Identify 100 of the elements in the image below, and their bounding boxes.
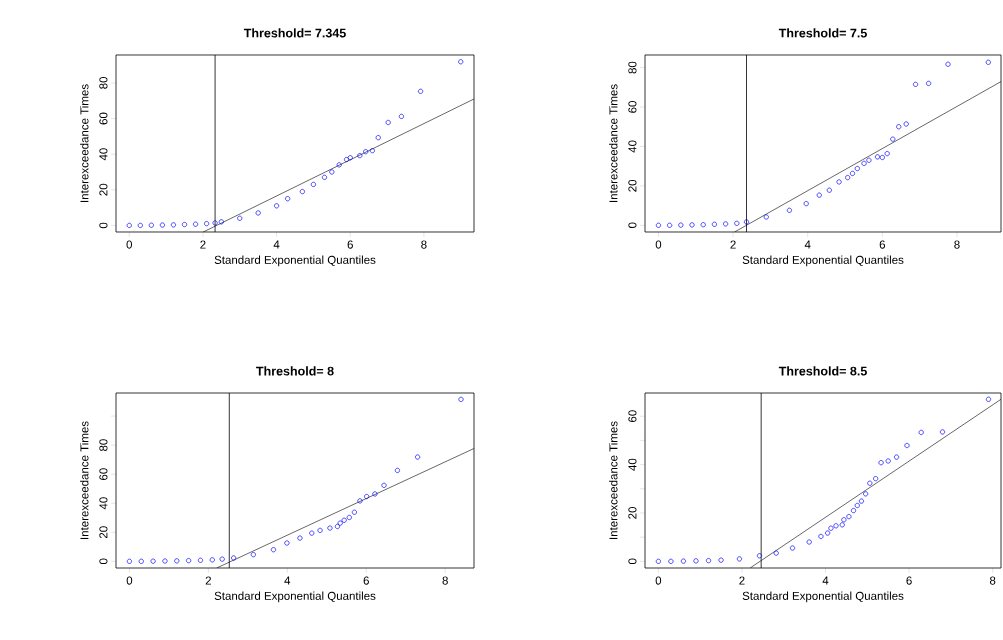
point: [237, 215, 243, 221]
point: [705, 558, 712, 564]
point: [159, 222, 165, 228]
point: [297, 535, 303, 541]
y-tick-label: 80: [99, 439, 108, 452]
y-tick-label: 40: [99, 148, 108, 161]
x-axis-title: Standard Exponential Quantiles: [742, 255, 904, 267]
x-tick-label: 4: [804, 240, 811, 249]
x-tick-label: 4: [822, 576, 829, 585]
point: [317, 527, 323, 533]
point: [828, 525, 834, 531]
point: [458, 396, 464, 402]
point: [231, 555, 237, 561]
x-tick-label: 8: [442, 576, 448, 585]
point: [193, 221, 199, 227]
point: [854, 502, 860, 509]
point: [884, 150, 890, 157]
x-tick-label: 0: [655, 240, 662, 249]
point: [341, 517, 347, 523]
point: [756, 553, 763, 559]
point: [846, 514, 852, 520]
point: [890, 136, 896, 142]
point: [849, 170, 856, 176]
point: [850, 508, 857, 514]
point: [874, 154, 881, 160]
x-axis-title: Standard Exponential Quantiles: [214, 255, 376, 267]
point: [336, 162, 342, 168]
point: [803, 201, 809, 207]
point: [918, 429, 924, 435]
point: [723, 221, 729, 227]
point: [655, 558, 661, 564]
point: [309, 530, 315, 536]
y-tick-label: 60: [99, 112, 108, 125]
point: [250, 552, 256, 558]
point: [126, 558, 132, 564]
point: [162, 558, 168, 564]
point: [285, 196, 291, 202]
point: [209, 557, 215, 563]
point: [693, 558, 699, 564]
point: [310, 181, 316, 187]
point: [858, 498, 864, 504]
point: [321, 174, 328, 180]
point: [668, 558, 674, 564]
y-tick-label: 60: [99, 468, 108, 480]
point: [369, 148, 375, 154]
point: [985, 396, 992, 402]
chart-title: Threshold= 8: [256, 366, 334, 376]
point: [939, 429, 946, 435]
point: [344, 156, 350, 163]
point: [863, 491, 869, 497]
point: [170, 222, 177, 228]
point: [363, 149, 369, 155]
point: [255, 210, 261, 216]
x-tick-label: 2: [739, 576, 745, 585]
point: [825, 530, 831, 536]
y-tick-label: 0: [628, 222, 637, 229]
point: [394, 467, 400, 473]
point: [219, 556, 225, 562]
y-tick-label: 60: [628, 101, 637, 113]
y-tick-label: 20: [99, 526, 108, 539]
point: [879, 154, 885, 161]
point: [655, 222, 661, 228]
point: [274, 203, 280, 209]
point: [833, 523, 839, 529]
point: [904, 442, 910, 449]
point: [689, 222, 695, 228]
point: [381, 482, 387, 488]
point: [718, 557, 724, 563]
point: [845, 175, 851, 181]
point: [148, 222, 154, 228]
point: [711, 221, 717, 227]
chart-title: Threshold= 7.5: [778, 28, 867, 38]
point: [816, 192, 822, 198]
point: [763, 214, 769, 220]
point: [415, 454, 421, 460]
point: [680, 558, 686, 564]
point: [839, 522, 845, 528]
point: [866, 157, 872, 163]
point: [878, 460, 884, 466]
point: [299, 189, 305, 195]
point: [458, 59, 464, 65]
point: [137, 222, 143, 228]
point: [789, 545, 796, 551]
y-axis-title: Interexceedance Times: [80, 84, 89, 202]
point: [181, 221, 188, 228]
point: [346, 514, 352, 521]
point: [786, 207, 792, 213]
point: [678, 222, 684, 228]
point: [150, 558, 156, 564]
point: [186, 558, 192, 564]
point: [818, 533, 824, 539]
y-tick-label: 40: [99, 497, 108, 510]
point: [174, 558, 180, 564]
point: [334, 523, 340, 530]
point: [867, 480, 873, 486]
x-tick-label: 6: [879, 240, 886, 249]
y-tick-label: 40: [628, 140, 637, 153]
y-tick-label: 40: [628, 458, 637, 471]
y-axis-title: Interexceedance Times: [609, 421, 618, 539]
point: [854, 165, 860, 172]
